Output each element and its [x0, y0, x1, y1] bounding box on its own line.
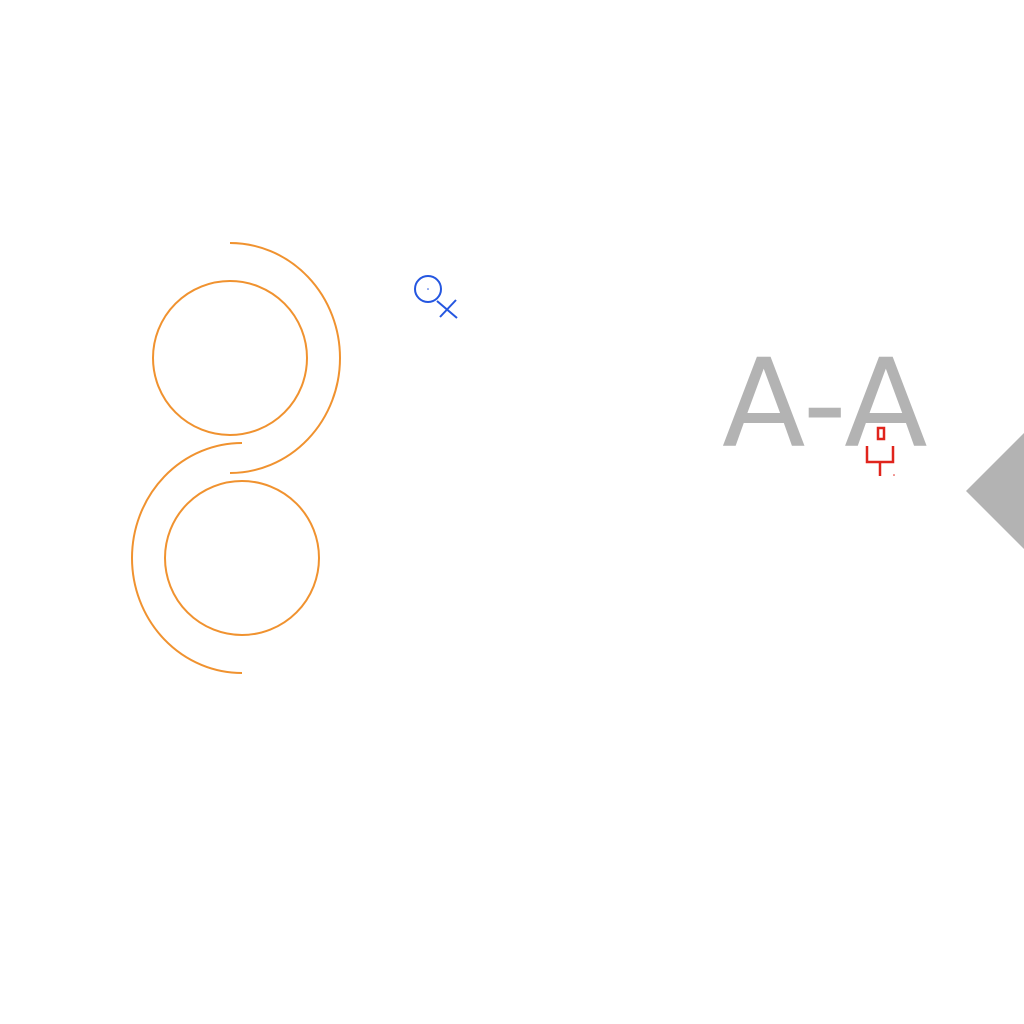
triangle-arrow-icon[interactable]	[966, 433, 1024, 549]
lower-outer-arc	[131, 442, 243, 674]
loop-geometry	[131, 242, 341, 674]
upper-outer-arc	[229, 242, 341, 474]
lower-circle	[164, 480, 320, 636]
fork-marker-icon[interactable]	[865, 426, 895, 476]
upper-circle	[152, 280, 308, 436]
magnifier-cross-icon[interactable]	[414, 275, 458, 319]
section-label: A-A	[722, 333, 928, 475]
